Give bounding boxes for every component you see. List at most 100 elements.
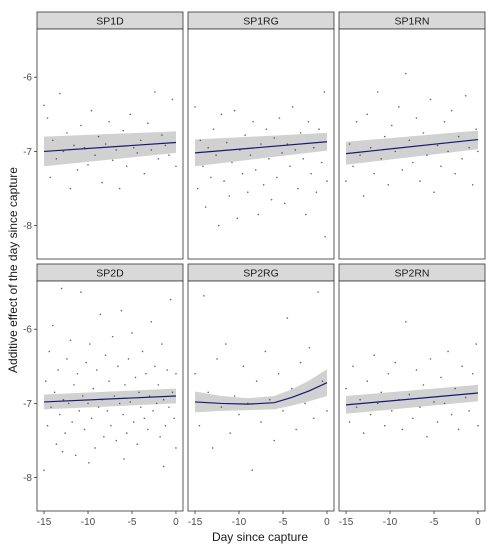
data-point <box>380 391 383 394</box>
data-point <box>173 417 175 420</box>
data-point <box>96 369 98 371</box>
data-point <box>387 372 390 375</box>
data-point <box>265 128 268 130</box>
data-point <box>477 150 479 153</box>
data-point <box>269 398 271 401</box>
data-point <box>127 358 130 360</box>
data-point <box>457 428 460 431</box>
y-tick-label: -7 <box>23 399 32 410</box>
data-point <box>440 165 442 168</box>
data-point <box>123 458 125 460</box>
data-point <box>118 402 121 405</box>
data-point <box>150 149 153 151</box>
data-point <box>207 391 210 394</box>
data-point <box>143 172 146 175</box>
data-point <box>286 317 289 319</box>
data-point <box>88 461 90 464</box>
data-point <box>169 298 172 301</box>
data-point <box>419 406 421 408</box>
data-point <box>320 161 323 164</box>
data-point <box>443 120 446 123</box>
data-point <box>76 169 79 171</box>
data-point <box>87 402 89 405</box>
data-point <box>162 465 165 468</box>
data-point <box>394 361 397 364</box>
data-point <box>43 104 45 107</box>
data-point <box>225 343 227 345</box>
trend-line <box>345 138 479 155</box>
trend-line <box>345 392 479 406</box>
data-point <box>124 384 126 386</box>
data-point <box>238 413 240 416</box>
data-point <box>464 396 467 399</box>
facet-label: SP2D <box>96 268 124 280</box>
y-tick-label: -8 <box>23 221 32 232</box>
data-point <box>52 139 54 142</box>
data-point <box>90 417 93 420</box>
data-point <box>175 447 177 449</box>
confidence-band <box>44 131 176 167</box>
data-point <box>252 120 254 123</box>
data-point <box>145 372 147 375</box>
data-point <box>125 165 128 168</box>
facet-label: SP1RN <box>394 16 429 28</box>
data-point <box>305 213 307 216</box>
data-point <box>168 154 170 156</box>
data-point <box>157 158 160 160</box>
data-point <box>433 191 435 194</box>
data-point <box>154 365 156 368</box>
data-point <box>220 113 223 116</box>
data-point <box>66 358 68 360</box>
data-point <box>450 413 453 416</box>
facet-label: SP2RN <box>394 268 429 280</box>
data-point <box>147 122 149 125</box>
data-point <box>152 410 154 412</box>
data-point <box>67 402 70 405</box>
data-point <box>233 109 236 112</box>
data-point <box>352 165 354 168</box>
data-point <box>321 380 324 382</box>
data-point <box>49 176 51 179</box>
data-point <box>59 413 61 416</box>
data-point <box>88 343 91 345</box>
data-point <box>323 91 326 93</box>
data-point <box>405 72 407 75</box>
data-point <box>273 137 275 139</box>
data-point <box>401 428 404 431</box>
data-point <box>120 309 123 312</box>
data-point <box>433 401 435 403</box>
data-point <box>304 402 306 405</box>
data-point <box>450 109 453 112</box>
data-point <box>53 391 56 394</box>
data-point <box>115 439 117 442</box>
data-point <box>286 143 289 145</box>
data-point <box>362 432 365 434</box>
data-point <box>299 361 302 364</box>
y-axis-title: Additive effect of the day since capture <box>6 167 20 373</box>
facet-panel-sp1rn: SP1RN <box>338 11 486 260</box>
data-point <box>475 343 478 345</box>
data-point <box>236 217 239 219</box>
data-point <box>247 191 249 194</box>
data-point <box>383 424 386 427</box>
data-point <box>99 313 102 316</box>
data-point <box>150 321 153 323</box>
data-point <box>429 98 432 101</box>
data-point <box>148 395 151 397</box>
data-point <box>225 141 228 144</box>
facet-panel-sp1d: SP1D <box>34 11 184 260</box>
data-point <box>281 152 283 154</box>
data-point <box>277 372 280 375</box>
data-point <box>92 387 95 390</box>
facet-label: SP1D <box>96 16 124 28</box>
data-point <box>318 128 320 130</box>
data-point <box>159 436 161 438</box>
data-point <box>295 428 297 431</box>
data-point <box>352 365 354 368</box>
data-point <box>244 134 246 136</box>
data-point <box>46 117 49 119</box>
data-point <box>198 424 201 427</box>
data-point <box>43 469 45 471</box>
data-point <box>443 402 446 405</box>
